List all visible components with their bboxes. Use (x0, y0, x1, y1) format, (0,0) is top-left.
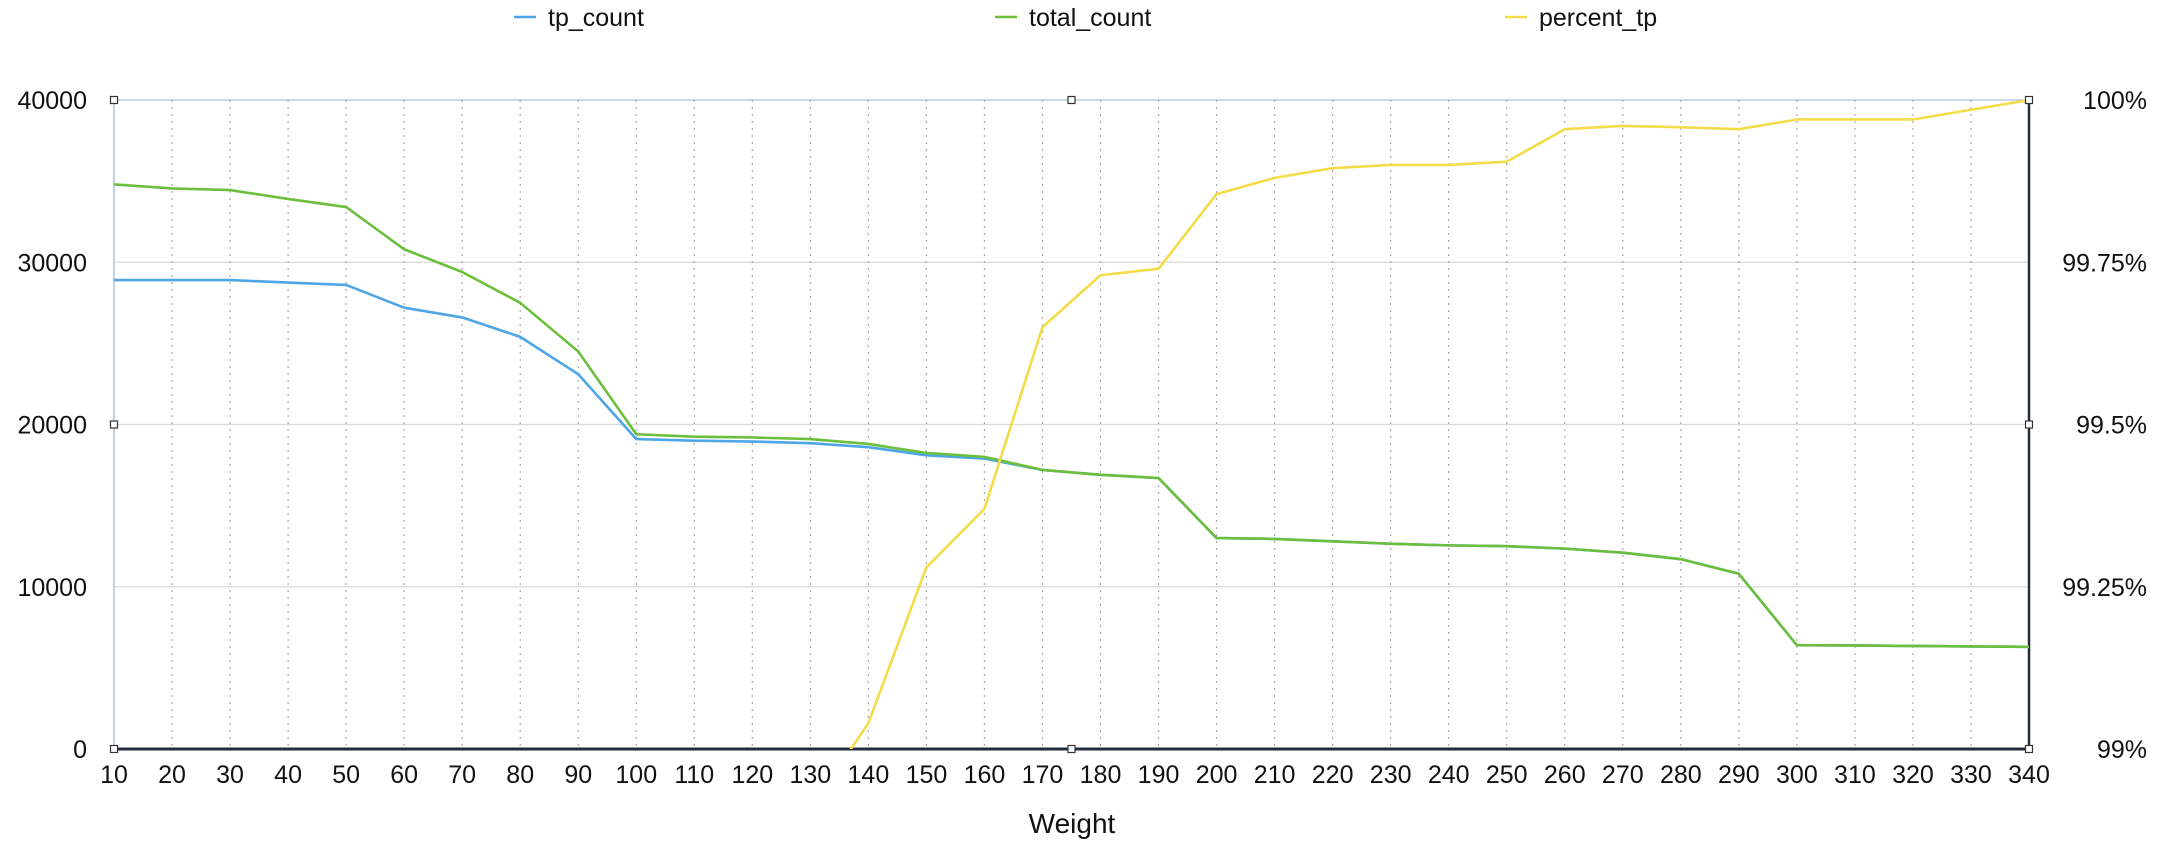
legend: tp_count total_count percent_tp (514, 4, 1657, 32)
selection-handle[interactable] (109, 95, 119, 105)
y2-tick-label: 99.75% (2062, 249, 2147, 277)
x-axis-title: Weight (1029, 808, 1116, 839)
tick-labels: 0 10000 20000 30000 40000 99% 99.25% 99.5% 99.75… (17, 87, 2147, 789)
x-tick-label: 190 (1138, 761, 1180, 789)
x-tick-label: 110 (674, 761, 714, 789)
x-tick-label: 320 (1892, 761, 1934, 789)
legend-item-total-count: total_count (995, 4, 1151, 32)
grid-layer (114, 99, 2029, 749)
y2-tick-label: 99.5% (2076, 412, 2147, 440)
x-tick-label: 90 (564, 761, 592, 789)
y2-tick-label: 100% (2083, 87, 2147, 115)
x-tick-label: 60 (390, 761, 418, 789)
y-tick-label: 30000 (17, 249, 87, 277)
selection-handle[interactable] (109, 420, 119, 429)
series-layer (114, 98, 2029, 749)
x-tick-label: 140 (848, 761, 890, 789)
selection-handle[interactable] (2024, 95, 2034, 105)
x-tick-label: 130 (790, 761, 832, 789)
x-tick-label: 40 (274, 761, 302, 789)
series-line-percent-tp (849, 98, 2029, 749)
x-tick-label: 20 (158, 761, 186, 789)
x-tick-label: 260 (1544, 761, 1586, 789)
x-tick-label: 310 (1834, 761, 1876, 789)
x-tick-label: 290 (1718, 761, 1760, 789)
y-tick-label: 20000 (17, 412, 87, 440)
x-tick-label: 100 (615, 761, 657, 789)
x-tick-label: 150 (906, 761, 948, 789)
x-tick-label: 50 (332, 761, 360, 789)
x-tick-label: 30 (216, 761, 244, 789)
y-tick-label: 40000 (17, 87, 87, 115)
x-tick-label: 220 (1312, 761, 1354, 789)
legend-label: tp_count (548, 4, 644, 32)
x-tick-label: 200 (1196, 761, 1238, 789)
x-tick-label: 70 (448, 761, 476, 789)
selection-handle[interactable] (2024, 420, 2034, 429)
y2-tick-label: 99.25% (2062, 574, 2147, 602)
y2-tick-label: 99% (2097, 736, 2147, 764)
y-tick-label: 10000 (17, 574, 87, 602)
x-tick-label: 250 (1486, 761, 1528, 789)
x-tick-label: 280 (1660, 761, 1702, 789)
x-tick-label: 10 (100, 761, 128, 789)
x-tick-label: 210 (1254, 761, 1296, 789)
x-tick-label: 80 (506, 761, 534, 789)
selection-handle[interactable] (2024, 744, 2034, 754)
legend-item-tp-count: tp_count (514, 4, 644, 32)
selection-handle[interactable] (109, 744, 119, 754)
x-tick-label: 240 (1428, 761, 1470, 789)
x-tick-label: 330 (1950, 761, 1992, 789)
selection-handle[interactable] (1067, 95, 1076, 105)
selection-handles[interactable] (109, 95, 2034, 754)
legend-item-percent-tp: percent_tp (1505, 4, 1657, 32)
x-tick-label: 230 (1370, 761, 1412, 789)
x-tick-label: 160 (964, 761, 1006, 789)
x-tick-label: 170 (1022, 761, 1064, 789)
x-tick-label: 120 (731, 761, 773, 789)
x-tick-label: 340 (2008, 761, 2050, 789)
series-line-tp-count (114, 278, 2029, 649)
x-tick-label: 300 (1776, 761, 1818, 789)
series-line-total-count (114, 183, 2029, 649)
legend-label: percent_tp (1539, 4, 1657, 32)
legend-label: total_count (1029, 4, 1151, 32)
x-tick-label: 180 (1080, 761, 1122, 789)
y-tick-label: 0 (73, 736, 87, 764)
x-tick-label: 270 (1602, 761, 1644, 789)
selection-handle[interactable] (1067, 744, 1076, 754)
